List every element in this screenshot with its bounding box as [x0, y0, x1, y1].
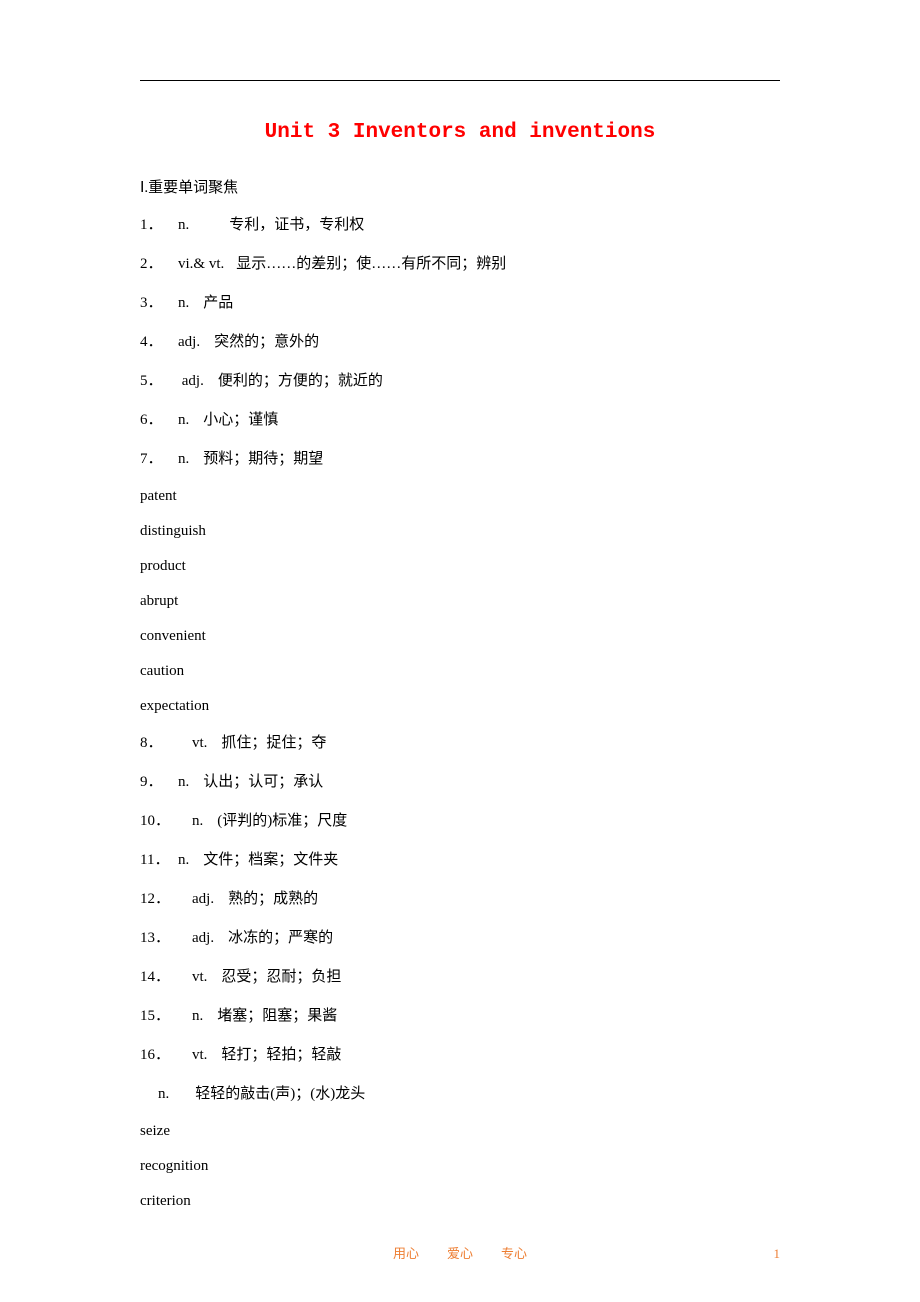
answer-word: product — [140, 558, 780, 575]
pos-label: n. — [178, 217, 189, 233]
definition-text: 产品 — [203, 295, 233, 311]
pos-label: vt. — [192, 969, 207, 985]
item-number: 14． — [140, 967, 192, 988]
item-number: 16． — [140, 1045, 192, 1066]
pos-label: n. — [178, 412, 189, 428]
answer-word: criterion — [140, 1193, 780, 1210]
footer-word: 用心 — [393, 1246, 419, 1261]
item-number: 7． — [140, 449, 178, 470]
footer-word: 专心 — [501, 1246, 527, 1261]
vocab-list-1: 1．n.专利，证书，专利权2．vi.& vt.显示……的差别；使……有所不同；辨… — [140, 215, 780, 470]
item-number: 15． — [140, 1006, 192, 1027]
answers-list-2: seize recognition criterion — [140, 1123, 780, 1210]
vocab-item: 11．n. 文件；档案；文件夹 — [140, 850, 780, 871]
unit-title: Unit 3 Inventors and inventions — [140, 121, 780, 144]
definition-text: 小心；谨慎 — [203, 412, 278, 428]
page-number: 1 — [774, 1246, 781, 1262]
pos-label: n. — [158, 1086, 169, 1102]
definition-text: 显示……的差别；使……有所不同；辨别 — [236, 256, 506, 272]
pos-label: adj. — [178, 334, 200, 350]
answer-word: distinguish — [140, 523, 780, 540]
section-heading: Ⅰ.重要单词聚焦 — [140, 176, 780, 197]
definition-text: 专利，证书，专利权 — [229, 217, 364, 233]
pos-label: n. — [178, 451, 189, 467]
item-number: 10． — [140, 811, 192, 832]
definition-text: 熟的；成熟的 — [228, 891, 318, 907]
definition-text: 预料；期待；期望 — [203, 451, 323, 467]
definition-text: 轻打；轻拍；轻敲 — [221, 1047, 341, 1063]
answers-list-1: patent distinguish product abrupt convenient… — [140, 488, 780, 715]
item-number: 13． — [140, 928, 192, 949]
item-number: 3． — [140, 293, 178, 314]
definition-text: 轻轻的敲击(声)；(水)龙头 — [195, 1086, 365, 1102]
pos-label: adj. — [192, 930, 214, 946]
definition-text: 堵塞；阻塞；果酱 — [217, 1008, 337, 1024]
vocab-list-2: 8．vt.抓住；捉住；夺9．n.认出；认可；承认10．n.(评判的)标准；尺度1… — [140, 733, 780, 1066]
pos-label: vi.& vt. — [178, 256, 224, 272]
pos-label: n. — [192, 813, 203, 829]
definition-text: 冰冻的；严寒的 — [228, 930, 333, 946]
vocab-item: 3．n. 产品 — [140, 293, 780, 314]
vocab-item: 9．n. 认出；认可；承认 — [140, 772, 780, 793]
pos-label: vt. — [192, 1047, 207, 1063]
answer-word: seize — [140, 1123, 780, 1140]
vocab-item: 2．vi.& vt. 显示……的差别；使……有所不同；辨别 — [140, 254, 780, 275]
definition-text: 文件；档案；文件夹 — [203, 852, 338, 868]
definition-text: 便利的；方便的；就近的 — [218, 373, 383, 389]
vocab-item: 12．adj. 熟的；成熟的 — [140, 889, 780, 910]
definition-text: 突然的；意外的 — [214, 334, 319, 350]
answer-word: convenient — [140, 628, 780, 645]
vocab-item: 7．n. 预料；期待；期望 — [140, 449, 780, 470]
definition-text: 忍受；忍耐；负担 — [221, 969, 341, 985]
definition-text: 认出；认可；承认 — [203, 774, 323, 790]
vocab-item: 5． adj. 便利的；方便的；就近的 — [140, 371, 780, 392]
vocab-item: 16．vt. 轻打；轻拍；轻敲 — [140, 1045, 780, 1066]
item-number: 9． — [140, 772, 178, 793]
item-number: 6． — [140, 410, 178, 431]
vocab-item: 4．adj. 突然的；意外的 — [140, 332, 780, 353]
item-number: 4． — [140, 332, 178, 353]
item-number: 2． — [140, 254, 178, 275]
answer-word: abrupt — [140, 593, 780, 610]
answer-word: expectation — [140, 698, 780, 715]
item-number: 5． — [140, 371, 178, 392]
item-number: 11． — [140, 850, 178, 871]
pos-label: vt. — [192, 735, 207, 751]
definition-text: (评判的)标准；尺度 — [217, 813, 347, 829]
pos-label: n. — [178, 852, 189, 868]
vocab-item: 13．adj. 冰冻的；严寒的 — [140, 928, 780, 949]
answer-word: caution — [140, 663, 780, 680]
item-number: 1． — [140, 215, 178, 236]
pos-label: n. — [178, 774, 189, 790]
document-page: Unit 3 Inventors and inventions Ⅰ.重要单词聚焦… — [0, 0, 920, 1302]
pos-label: n. — [192, 1008, 203, 1024]
item-number: 8． — [140, 733, 192, 754]
definition-text: 抓住；捉住；夺 — [221, 735, 326, 751]
vocab-item: 1．n. 专利，证书，专利权 — [140, 215, 780, 236]
top-rule — [140, 80, 780, 81]
pos-label: adj. — [178, 373, 204, 389]
pos-label: n. — [178, 295, 189, 311]
item-number: 12． — [140, 889, 192, 910]
page-footer: 用心 爱心 专心 — [0, 1243, 920, 1262]
footer-word: 爱心 — [447, 1246, 473, 1261]
vocab-item: 10．n. (评判的)标准；尺度 — [140, 811, 780, 832]
vocab-item: 8．vt. 抓住；捉住；夺 — [140, 733, 780, 754]
answer-word: recognition — [140, 1158, 780, 1175]
answer-word: patent — [140, 488, 780, 505]
pos-label: adj. — [192, 891, 214, 907]
vocab-item: 14．vt. 忍受；忍耐；负担 — [140, 967, 780, 988]
vocab-subline: n. 轻轻的敲击(声)；(水)龙头 — [140, 1084, 780, 1105]
vocab-item: 15．n. 堵塞；阻塞；果酱 — [140, 1006, 780, 1027]
vocab-item: 6．n. 小心；谨慎 — [140, 410, 780, 431]
